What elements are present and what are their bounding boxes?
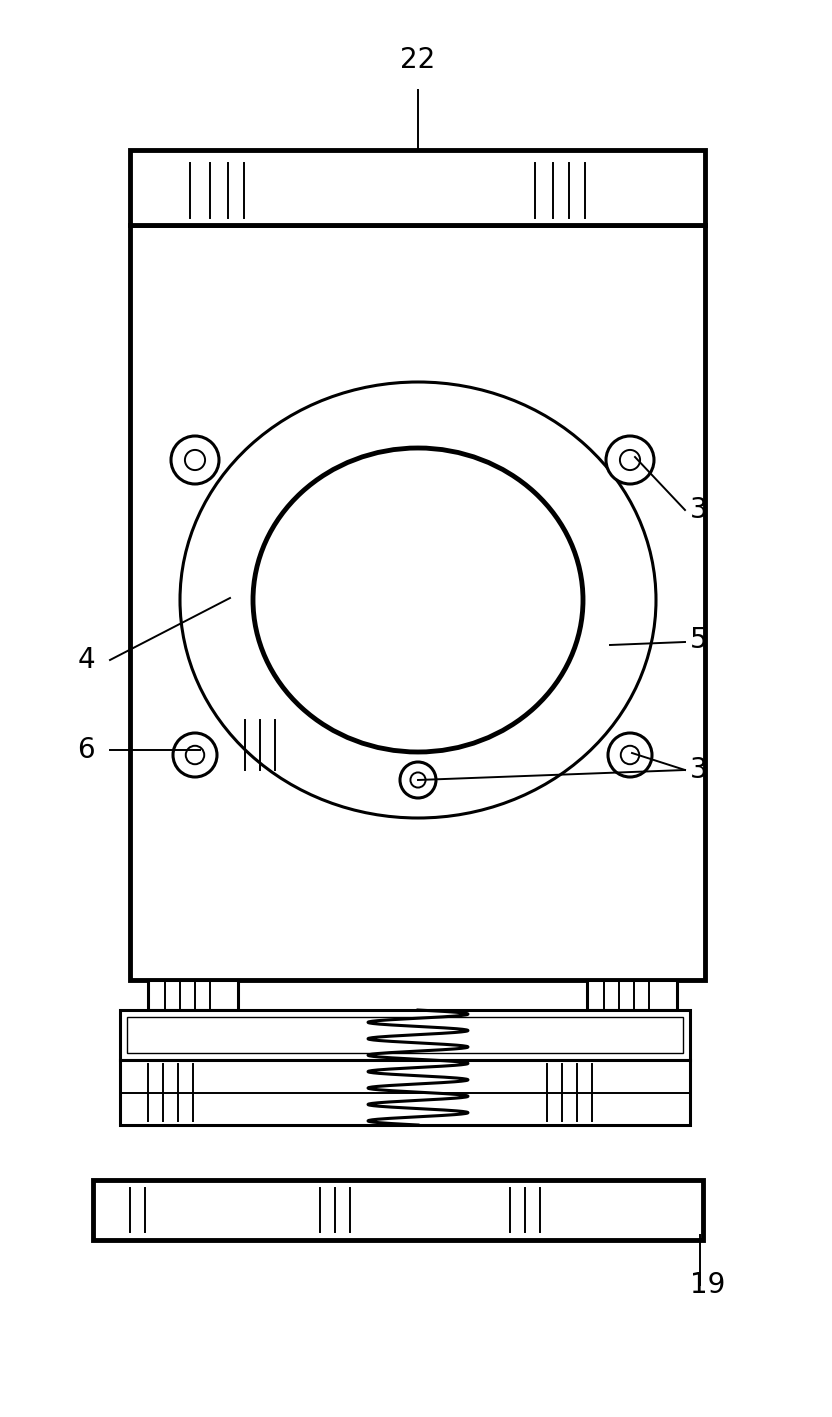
- Circle shape: [185, 451, 205, 470]
- Text: 3: 3: [690, 496, 708, 524]
- Circle shape: [410, 772, 425, 788]
- Circle shape: [171, 436, 219, 485]
- Text: 6: 6: [77, 735, 95, 764]
- Bar: [130, 225, 705, 981]
- Circle shape: [400, 762, 436, 798]
- Circle shape: [173, 733, 217, 777]
- Text: 5: 5: [690, 626, 708, 655]
- Text: 3: 3: [690, 757, 708, 784]
- Circle shape: [606, 436, 654, 485]
- Bar: [93, 1180, 703, 1240]
- Bar: [127, 1017, 683, 1053]
- Bar: [120, 1060, 690, 1125]
- Circle shape: [621, 745, 639, 764]
- Text: 4: 4: [77, 646, 95, 674]
- Circle shape: [186, 745, 204, 764]
- Bar: [130, 150, 705, 225]
- Ellipse shape: [253, 448, 583, 752]
- Bar: [148, 981, 238, 1010]
- Text: 22: 22: [400, 45, 436, 74]
- Bar: [120, 1010, 690, 1060]
- Bar: [587, 981, 677, 1010]
- Circle shape: [608, 733, 652, 777]
- Circle shape: [620, 451, 640, 470]
- Text: 19: 19: [690, 1271, 726, 1299]
